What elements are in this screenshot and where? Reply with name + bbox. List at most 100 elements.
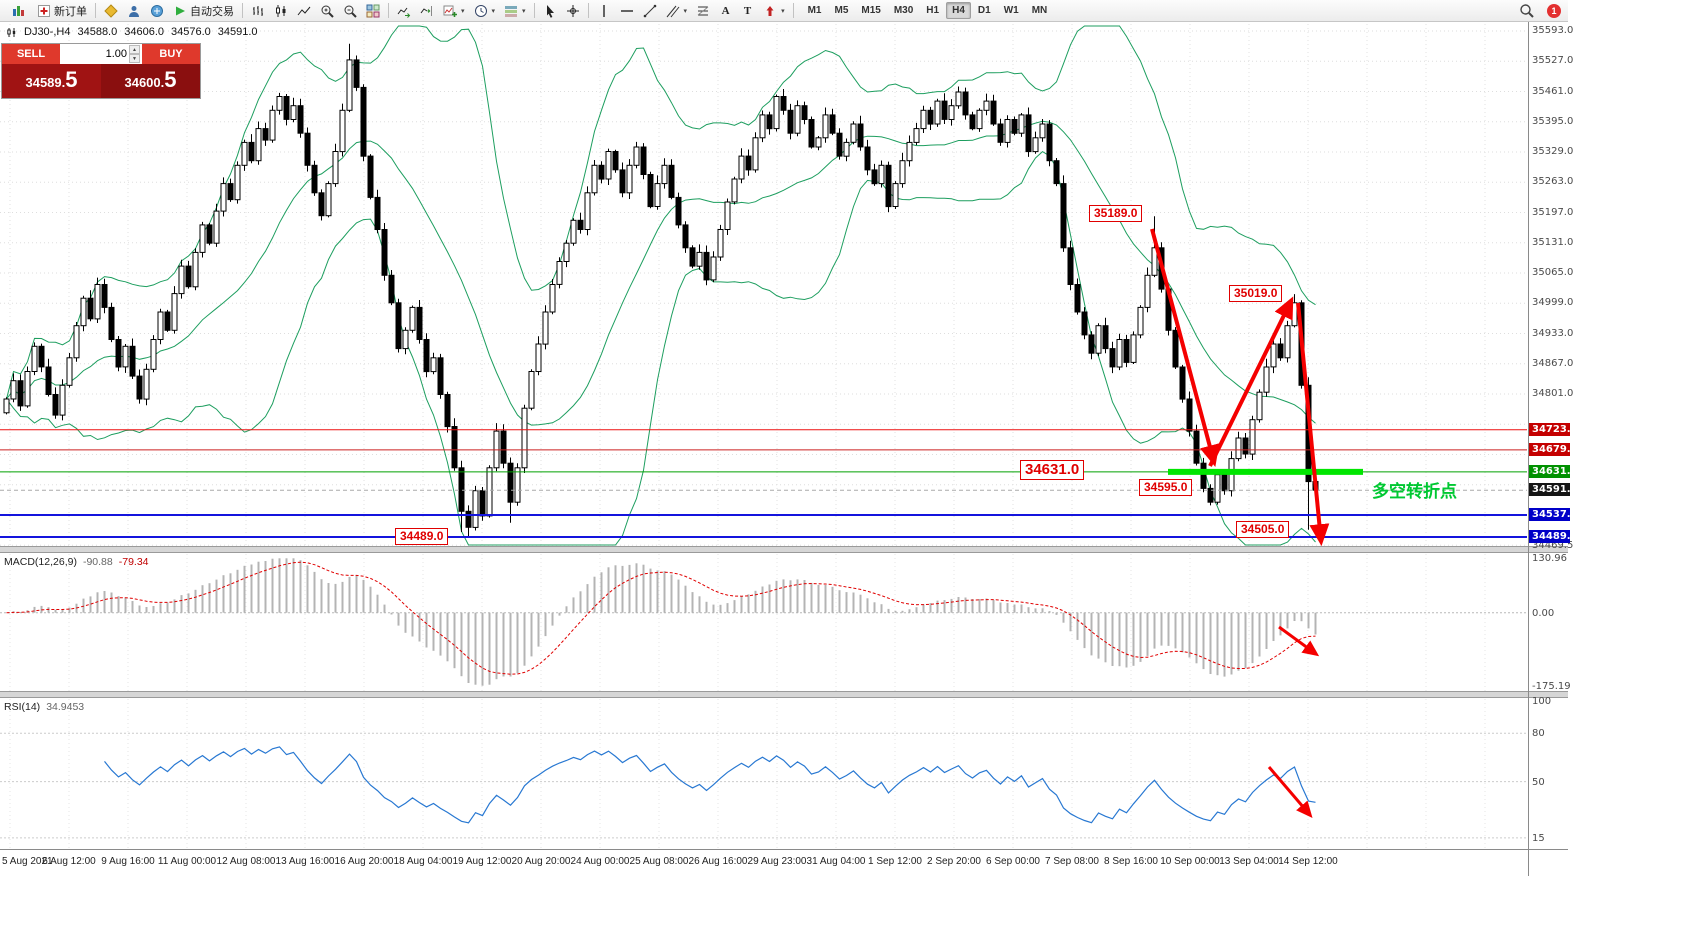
timeframe-button-m1[interactable]: M1 bbox=[802, 2, 828, 19]
volume-down-button[interactable]: ▼ bbox=[129, 54, 140, 63]
crosshair-tool-button[interactable] bbox=[562, 1, 584, 20]
macd-scale-tick: -175.19 bbox=[1532, 680, 1571, 692]
timeframe-button-h4[interactable]: H4 bbox=[946, 2, 971, 19]
timeframe-button-mn[interactable]: MN bbox=[1026, 2, 1054, 19]
candlestick-mode-button[interactable] bbox=[270, 1, 292, 20]
time-axis-label: 12 Aug 08:00 bbox=[216, 856, 276, 867]
fibonacci-tool-button[interactable] bbox=[692, 1, 714, 20]
new-chart-button[interactable]: ▾ bbox=[439, 1, 469, 20]
fibonacci-icon bbox=[697, 6, 709, 15]
price-scale-tick: 35395.0 bbox=[1532, 115, 1574, 127]
panel-separator[interactable] bbox=[0, 691, 1568, 698]
timeframe-button-m5[interactable]: M5 bbox=[828, 2, 854, 19]
timeframe-button-m30[interactable]: M30 bbox=[888, 2, 919, 19]
vertical-line-tool-button[interactable] bbox=[593, 1, 615, 20]
channel-tool-button[interactable]: ▾ bbox=[662, 1, 692, 20]
market-watch-button[interactable] bbox=[123, 1, 145, 20]
auto-scroll-button[interactable] bbox=[393, 1, 415, 20]
trendline-icon bbox=[643, 4, 656, 17]
price-scale-tick: 35065.0 bbox=[1532, 267, 1574, 278]
cursor-tool-button[interactable] bbox=[539, 1, 561, 20]
template-icon bbox=[505, 5, 518, 17]
macd-label: MACD(12,26,9) -90.88 -79.34 bbox=[4, 556, 149, 568]
one-click-trading-panel: SELL ▲ ▼ BUY 34589. 5 34600. 5 bbox=[2, 44, 200, 98]
toolbar-separator bbox=[95, 3, 96, 18]
chart-background[interactable] bbox=[0, 22, 1568, 876]
trendline-tool-button[interactable] bbox=[639, 1, 661, 20]
profiles-button[interactable] bbox=[146, 1, 168, 20]
buy-button[interactable]: BUY bbox=[142, 44, 200, 64]
time-axis-label: 16 Aug 20:00 bbox=[334, 856, 394, 867]
time-axis-label: 8 Sep 16:00 bbox=[1104, 856, 1158, 867]
time-axis-label: 31 Aug 04:00 bbox=[806, 856, 866, 867]
dropdown-caret-icon: ▾ bbox=[683, 7, 688, 15]
time-axis-label: 10 Sep 00:00 bbox=[1160, 856, 1220, 867]
new-order-label: 新订单 bbox=[54, 5, 87, 18]
zoom-out-button[interactable] bbox=[339, 1, 361, 20]
tile-windows-button[interactable] bbox=[362, 1, 384, 20]
price-scale-tick: 35593.0 bbox=[1532, 25, 1574, 36]
panel-separator[interactable] bbox=[0, 546, 1568, 553]
price-scale[interactable]: 35593.0 35527.0 35461.0 35395.0 35329.0 35263… bbox=[1528, 22, 1578, 876]
sell-button[interactable]: SELL bbox=[2, 44, 60, 64]
period-button[interactable]: ▾ bbox=[470, 1, 500, 20]
notification-badge[interactable]: 1 bbox=[1547, 3, 1561, 18]
price-label-annotation[interactable]: 35019.0 bbox=[1229, 285, 1283, 302]
price-label-annotation[interactable]: 35189.0 bbox=[1089, 205, 1143, 222]
turning-point-label[interactable]: 多空转折点 bbox=[1372, 482, 1457, 501]
symbol-info: DJ30-,H4 34588.0 34606.0 34576.0 34591.0 bbox=[6, 26, 258, 38]
price-label-annotation[interactable]: 34631.0 bbox=[1020, 460, 1085, 480]
volume-up-button[interactable]: ▲ bbox=[129, 45, 140, 54]
volume-spinner: ▲ ▼ bbox=[129, 45, 140, 63]
chart-shift-button[interactable] bbox=[416, 1, 438, 20]
zoom-out-icon bbox=[344, 5, 357, 18]
price-label-annotation[interactable]: 34489.0 bbox=[395, 528, 449, 545]
timeframe-button-w1[interactable]: W1 bbox=[998, 2, 1025, 19]
price-label-annotation[interactable]: 34595.0 bbox=[1139, 479, 1193, 496]
sell-price-pip: 5 bbox=[65, 67, 78, 92]
price-scale-box: 34631.0 bbox=[1529, 464, 1578, 478]
vertical-line-icon bbox=[602, 4, 605, 17]
buy-price[interactable]: 34600. 5 bbox=[101, 64, 200, 98]
cursor-icon bbox=[546, 4, 554, 18]
sell-price[interactable]: 34589. 5 bbox=[2, 64, 101, 98]
text-label-tool-button[interactable]: T bbox=[737, 1, 758, 20]
bar-chart-mode-button[interactable] bbox=[247, 1, 269, 20]
arrows-tool-button[interactable]: ▾ bbox=[759, 1, 789, 20]
rsi-name: RSI(14) bbox=[4, 701, 41, 713]
volume-input[interactable] bbox=[73, 48, 129, 60]
metaeditor-button[interactable] bbox=[100, 1, 122, 20]
price-scale-tick: 35197.0 bbox=[1532, 206, 1574, 218]
chart-shift-icon bbox=[420, 5, 432, 16]
timeframe-button-h1[interactable]: H1 bbox=[920, 2, 945, 19]
time-axis-label: 18 Aug 04:00 bbox=[393, 856, 453, 867]
rsi-scale-tick: 50 bbox=[1532, 776, 1545, 788]
new-order-button[interactable]: 新订单 bbox=[33, 1, 91, 20]
toolbar-separator bbox=[792, 3, 794, 18]
search-button[interactable] bbox=[1512, 0, 1541, 21]
app-icon bbox=[3, 0, 32, 21]
timeframe-button-d1[interactable]: D1 bbox=[972, 2, 997, 19]
symbol-name: DJ30-,H4 bbox=[24, 26, 71, 38]
autotrading-button[interactable]: 自动交易 bbox=[169, 1, 238, 20]
macd-scale-tick: 130.96 bbox=[1532, 553, 1567, 565]
person-icon bbox=[129, 5, 139, 17]
zoom-in-button[interactable] bbox=[316, 1, 338, 20]
time-scale[interactable]: 5 Aug 2021 6 Aug 12:00 9 Aug 16:00 11 Aug 0… bbox=[0, 849, 1568, 877]
dropdown-caret-icon: ▾ bbox=[781, 7, 785, 15]
price-scale-tick: 35329.0 bbox=[1532, 146, 1574, 157]
price-label-annotation[interactable]: 34505.0 bbox=[1236, 521, 1290, 538]
toolbar-right-group: 1 bbox=[1512, 0, 1565, 21]
bar-chart-icon bbox=[253, 5, 263, 16]
horizontal-line-tool-button[interactable] bbox=[616, 1, 638, 20]
profiles-icon bbox=[151, 4, 163, 17]
template-button[interactable]: ▾ bbox=[500, 1, 530, 20]
buy-price-main: 34600. bbox=[124, 75, 165, 90]
text-tool-button[interactable]: A bbox=[715, 1, 736, 20]
time-axis-label: 13 Aug 16:00 bbox=[275, 856, 335, 867]
timeframe-button-m15[interactable]: M15 bbox=[855, 2, 886, 19]
line-chart-mode-button[interactable] bbox=[293, 1, 315, 20]
new-order-icon bbox=[38, 4, 50, 17]
toolbar-separator bbox=[388, 3, 389, 18]
